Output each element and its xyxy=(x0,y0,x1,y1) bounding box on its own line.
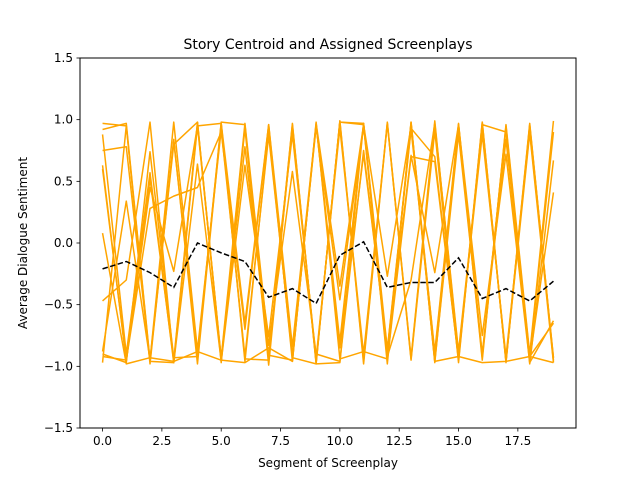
y-tick-label: −1.0 xyxy=(44,359,73,373)
assigned-screenplay-line-11 xyxy=(101,122,555,363)
y-tick-label: −0.5 xyxy=(44,298,73,312)
x-tick-label: 0.0 xyxy=(93,434,112,448)
x-tick-label: 10.0 xyxy=(327,434,354,448)
x-tick-label: 17.5 xyxy=(504,434,531,448)
y-tick-label: 1.0 xyxy=(54,113,73,127)
x-tick-label: 2.5 xyxy=(152,434,171,448)
x-axis-ticks: 0.0 2.5 5.0 7.5 10.0 12.5 15.0 17.5 xyxy=(93,428,531,448)
y-tick-label: 0.5 xyxy=(54,174,73,188)
y-axis-label: Average Dialogue Sentiment xyxy=(16,157,30,329)
assigned-screenplay-line-12 xyxy=(102,122,555,364)
x-axis-label: Segment of Screenplay xyxy=(258,456,398,470)
x-tick-label: 15.0 xyxy=(445,434,472,448)
y-tick-label: 0.0 xyxy=(54,236,73,250)
y-axis-ticks: −1.5 −1.0 −0.5 0.0 0.5 1.0 1.5 xyxy=(44,51,80,435)
x-tick-label: 5.0 xyxy=(212,434,231,448)
x-tick-label: 7.5 xyxy=(271,434,290,448)
series-layer xyxy=(101,120,555,366)
centroid-layer xyxy=(102,240,554,305)
centroid-line xyxy=(102,240,554,305)
y-tick-label: −1.5 xyxy=(44,421,73,435)
chart-title: Story Centroid and Assigned Screenplays xyxy=(183,37,472,53)
y-tick-label: 1.5 xyxy=(54,51,73,65)
x-tick-label: 12.5 xyxy=(386,434,413,448)
